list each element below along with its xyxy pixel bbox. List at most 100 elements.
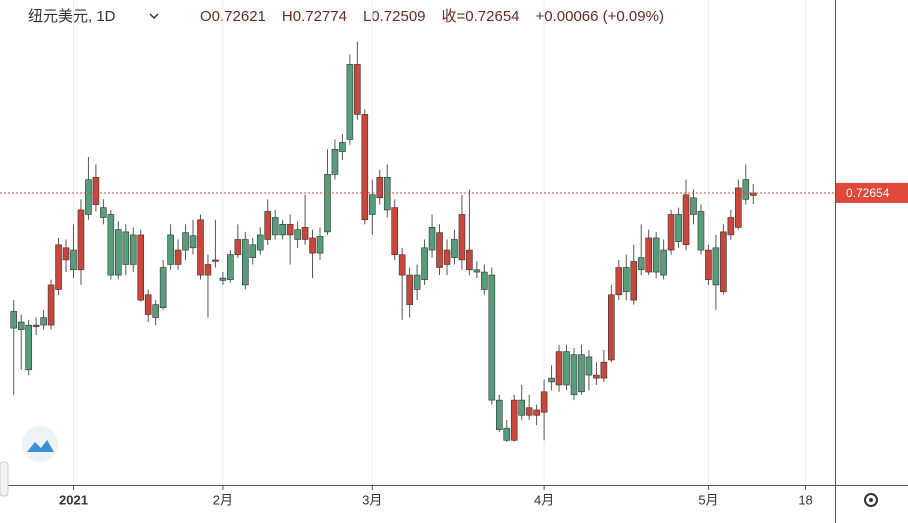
candle-body: [667, 214, 675, 251]
candle-body: [85, 179, 92, 215]
candle-body: [182, 232, 189, 251]
candle-body: [727, 217, 735, 236]
candle-body: [481, 271, 488, 290]
candle-body: [264, 211, 272, 240]
candle-body: [466, 249, 473, 271]
candle-body: [645, 237, 652, 273]
logo[interactable]: [22, 426, 58, 462]
candle-body: [152, 304, 159, 318]
candle-body: [548, 377, 555, 383]
candle-body: [503, 427, 511, 441]
candle-body: [540, 391, 548, 413]
candle-body: [129, 234, 137, 265]
candle-body: [742, 179, 750, 200]
candle-body: [294, 229, 301, 240]
settings-icon[interactable]: [864, 493, 878, 507]
candle-body: [443, 249, 451, 265]
candle-body: [70, 249, 77, 271]
candle-body: [346, 64, 354, 140]
candle-body: [197, 219, 204, 276]
candle-body: [10, 311, 18, 329]
x-tick-label: 5月: [698, 492, 718, 507]
candle-body: [458, 214, 466, 261]
candle-body: [249, 244, 257, 258]
candle-body: [615, 267, 623, 296]
candle-body: [77, 209, 85, 271]
candle-body: [451, 239, 458, 258]
candle-body: [735, 187, 742, 228]
candle-body: [204, 264, 212, 276]
candle-body: [286, 224, 294, 236]
interval-dropdown[interactable]: [149, 13, 159, 20]
candle-body: [398, 254, 406, 276]
ohlc-header: O0.72621 H0.72774 L0.72509 收=0.72654 +0.0006…: [200, 8, 664, 25]
candle-body: [339, 142, 346, 152]
candle-body: [234, 239, 242, 255]
candle-body: [413, 274, 421, 290]
candle-body: [376, 177, 384, 199]
x-tick-label: 2021: [59, 492, 88, 507]
candle-body: [115, 229, 122, 276]
candle-body: [92, 177, 100, 205]
ohlc-item: +0.00066 (+0.09%): [536, 8, 664, 25]
candle-body: [622, 267, 630, 293]
candle-body: [421, 247, 428, 280]
candle-body: [212, 259, 219, 262]
x-tick-label: 18: [798, 492, 812, 507]
candle-body: [144, 294, 152, 315]
candle-body: [361, 114, 369, 221]
candle-body: [301, 227, 309, 240]
candle-body: [122, 231, 130, 265]
candle-body: [525, 407, 533, 416]
ohlc-item: O0.72621: [200, 8, 266, 25]
candle-body: [316, 236, 324, 254]
candle-body: [309, 237, 316, 254]
candle-body: [570, 354, 578, 396]
last-price-badge: [836, 182, 908, 203]
candle-body: [368, 194, 376, 215]
candle-body: [55, 244, 62, 290]
ohlc-item: 收=0.72654: [442, 8, 520, 25]
candle-body: [720, 231, 727, 293]
candle-body: [40, 317, 47, 326]
candle-body: [675, 214, 682, 243]
candle-body: [593, 374, 600, 379]
candle-body: [227, 254, 234, 280]
candle-body: [25, 324, 32, 371]
candle-body: [555, 351, 563, 386]
candle-body: [159, 267, 167, 308]
candle-body: [660, 249, 667, 276]
candle-body: [107, 214, 115, 276]
candle-body: [100, 207, 107, 218]
candle-body: [697, 211, 705, 251]
candle-body: [600, 361, 608, 379]
candle-body: [585, 356, 593, 376]
candle-body: [533, 409, 540, 416]
candle-body: [32, 324, 40, 327]
candle-body: [637, 257, 645, 271]
candle-body: [324, 173, 331, 233]
candle-body: [219, 277, 227, 281]
candle-body: [495, 399, 503, 430]
candle-body: [473, 269, 481, 273]
candle-body: [189, 235, 197, 249]
candle-body: [652, 237, 660, 273]
candle-body: [690, 197, 697, 215]
candle-body: [510, 399, 518, 441]
chart-title: 纽元美元, 1D: [28, 8, 116, 25]
candle-body: [563, 351, 570, 386]
candle-body: [428, 227, 436, 251]
candle-body: [167, 234, 174, 265]
x-tick-label: 3月: [362, 492, 382, 507]
candle-body: [608, 294, 615, 361]
candle-body: [630, 261, 638, 301]
candle-body: [62, 247, 70, 261]
candle-body: [518, 399, 525, 416]
ohlc-item: L0.72509: [363, 8, 426, 25]
side-tab[interactable]: [0, 461, 9, 497]
candle-body: [174, 249, 182, 265]
candle-body: [331, 148, 339, 175]
candle-body: [354, 64, 361, 115]
